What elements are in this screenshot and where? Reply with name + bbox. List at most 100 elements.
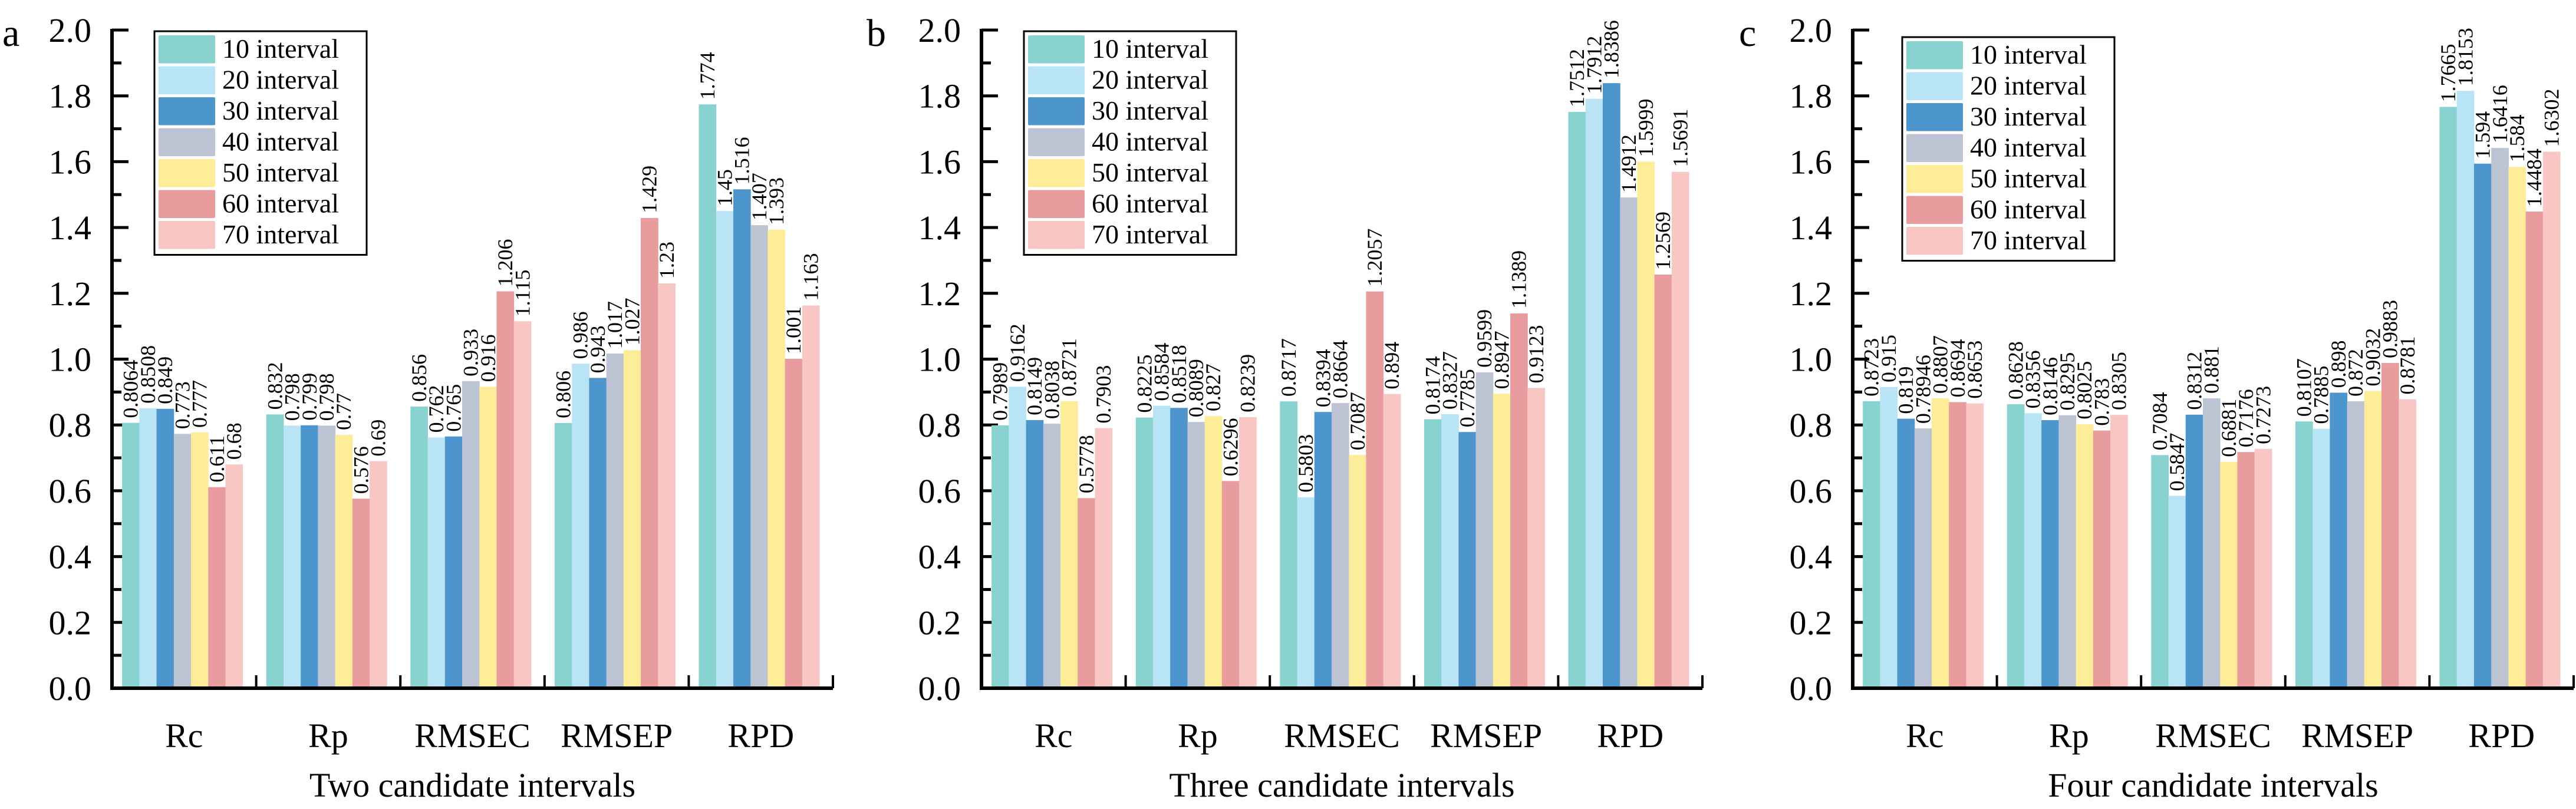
x-tick-label: RMSEC — [1284, 716, 1400, 755]
panel-a: a 0.0 0.2 0.4 0.6 0.8 1.0 1.2 1.4 1.6 1.8 2.0 Rc 0.80… — [2, 11, 834, 804]
data-label: 0.9162 — [1006, 323, 1029, 382]
data-label: 1.1389 — [1507, 250, 1531, 309]
legend-label: 30 interval — [1092, 95, 1208, 126]
bar — [1060, 401, 1078, 688]
x-tick-label: RPD — [727, 716, 794, 755]
data-label: 0.9599 — [1473, 309, 1496, 368]
data-label: 0.894 — [1380, 342, 1404, 389]
y-tick-label: 1.4 — [1790, 209, 1833, 247]
y-tick-label: 0.2 — [918, 603, 961, 642]
bar — [1170, 408, 1188, 688]
data-label: 0.8174 — [1421, 356, 1445, 414]
y-tick-label: 0.2 — [1790, 603, 1833, 642]
legend-swatch — [159, 159, 215, 187]
bar — [1280, 401, 1298, 688]
data-label: 1.6416 — [2488, 85, 2512, 143]
data-label: 0.7989 — [989, 362, 1012, 421]
legend-label: 10 interval — [222, 34, 339, 64]
legend-label: 30 interval — [222, 95, 339, 126]
data-label: 1.027 — [620, 298, 644, 345]
y-tick-label: 1.8 — [49, 77, 92, 115]
legend-swatch — [1028, 66, 1085, 94]
bar — [699, 104, 717, 688]
data-label: 1.23 — [655, 242, 678, 279]
bar — [2491, 148, 2509, 689]
legend-label: 40 interval — [1092, 127, 1208, 157]
data-label: 0.7176 — [2234, 389, 2258, 447]
legend-swatch — [159, 97, 215, 126]
panel-label: b — [867, 12, 886, 55]
data-label: 0.8312 — [2182, 352, 2206, 410]
bar — [444, 436, 463, 688]
bar — [1095, 428, 1113, 688]
data-label: 0.77 — [332, 393, 355, 430]
bar — [283, 425, 301, 688]
bar — [1475, 372, 1494, 688]
data-label: 0.8717 — [1277, 338, 1300, 397]
bar — [427, 437, 446, 688]
data-label: 1.2569 — [1651, 212, 1675, 270]
data-label: 0.798 — [315, 373, 338, 421]
x-tick-label: RMSEP — [2301, 716, 2413, 755]
bar — [572, 364, 589, 688]
bar — [1424, 419, 1442, 688]
legend-swatch — [159, 66, 215, 94]
y-tick-label: 1.4 — [49, 209, 92, 247]
data-label: 1.7912 — [1582, 36, 1606, 94]
legend-swatch — [1028, 35, 1085, 64]
y-tick-label: 0.8 — [918, 406, 961, 444]
data-label: 0.611 — [205, 435, 229, 483]
x-tick-label: Rc — [1906, 716, 1943, 755]
bar — [496, 291, 515, 689]
y-tick-label: 1.4 — [918, 209, 961, 247]
data-label: 0.8721 — [1058, 338, 1081, 397]
bar — [1383, 394, 1401, 688]
data-label: 1.206 — [493, 239, 517, 286]
y-tick-label: 2.0 — [49, 11, 92, 49]
data-label: 0.8807 — [1929, 335, 1952, 394]
data-label: 0.798 — [281, 373, 304, 421]
legend-swatch — [159, 128, 215, 156]
bar — [785, 358, 803, 688]
data-label: 0.576 — [349, 446, 373, 494]
data-label: 0.8508 — [136, 345, 160, 404]
bar — [2110, 415, 2128, 688]
data-label: 1.017 — [603, 301, 627, 349]
y-tick-label: 1.2 — [1790, 275, 1833, 313]
y-tick-label: 2.0 — [1790, 11, 1833, 49]
bar — [1297, 497, 1315, 688]
data-label: 0.881 — [2200, 346, 2223, 394]
y-tick-label: 1.6 — [1790, 143, 1833, 181]
bar — [1204, 416, 1223, 688]
bar — [410, 406, 429, 688]
legend-swatch — [1028, 190, 1085, 218]
data-label: 0.6881 — [2217, 399, 2241, 457]
bar — [2185, 414, 2203, 688]
data-label: 0.8584 — [1150, 343, 1174, 401]
data-label: 0.783 — [2090, 378, 2113, 426]
data-label: 0.8064 — [119, 360, 143, 418]
data-label: 0.872 — [2344, 349, 2367, 397]
data-label: 1.5999 — [1634, 98, 1658, 157]
bar — [1441, 414, 1459, 688]
legend-swatch — [1906, 196, 1963, 224]
legend-label: 40 interval — [222, 127, 339, 157]
data-label: 0.5778 — [1075, 435, 1098, 493]
bar — [2254, 448, 2272, 688]
bar — [2508, 167, 2526, 688]
data-label: 0.8327 — [1438, 351, 1462, 410]
x-tick-label: RPD — [1597, 716, 1663, 755]
bar — [1152, 405, 1171, 688]
y-tick-label: 0.8 — [1790, 406, 1833, 444]
bar — [225, 464, 243, 688]
bar — [2295, 421, 2313, 688]
data-label: 0.8038 — [1040, 361, 1063, 419]
data-label: 0.819 — [1894, 366, 1918, 414]
legend-swatch — [1028, 221, 1085, 249]
x-axis-title: Four candidate intervals — [2048, 766, 2379, 804]
bar — [2041, 420, 2059, 688]
data-label: 0.5847 — [2165, 432, 2189, 491]
bar — [1585, 98, 1603, 688]
data-label: 1.516 — [730, 137, 754, 184]
